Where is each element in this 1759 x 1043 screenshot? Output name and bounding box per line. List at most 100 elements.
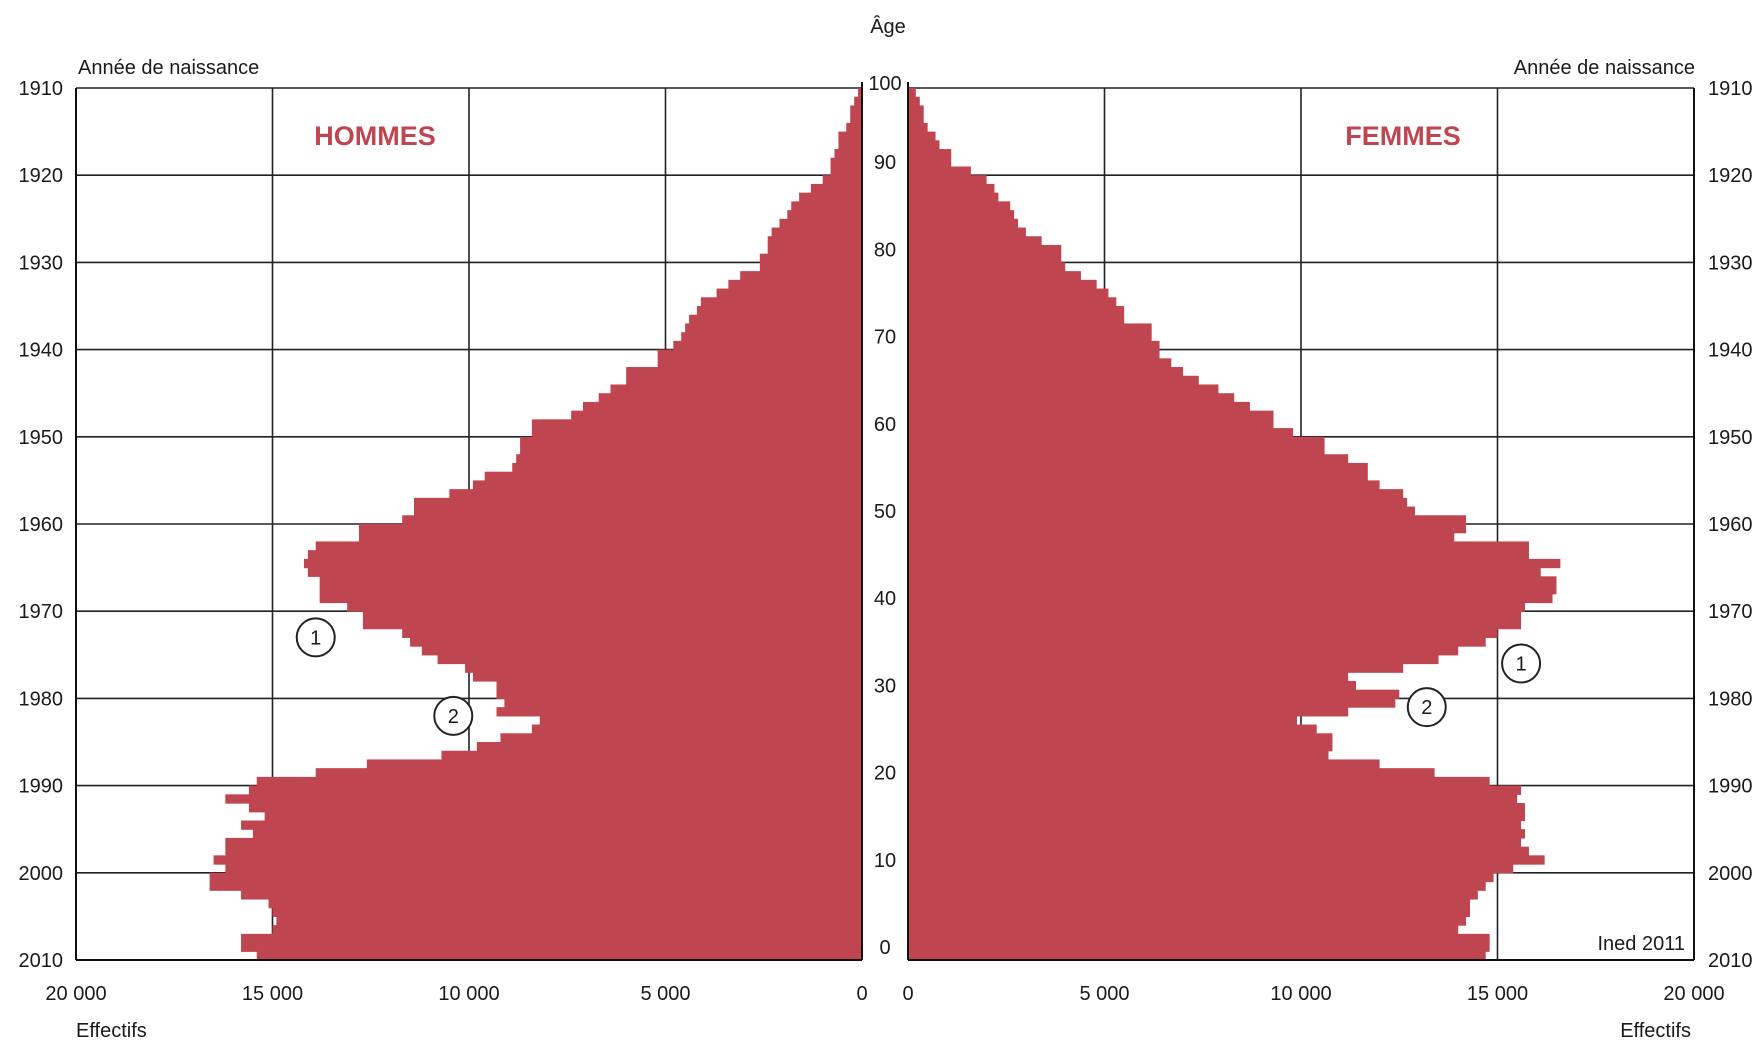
- bar-male: [681, 332, 862, 342]
- bar-female: [908, 489, 1404, 499]
- year-tick-label-left: 1930: [19, 252, 64, 274]
- year-tick-label-left: 1950: [19, 427, 64, 449]
- bar-female: [908, 410, 1274, 420]
- bar-male: [767, 244, 862, 255]
- bar-female: [908, 227, 1026, 237]
- birth-year-title-left: Année de naissance: [78, 57, 259, 79]
- female-count-tick-label: 15 000: [1467, 983, 1528, 1005]
- male-count-tick-label: 15 000: [242, 983, 303, 1005]
- bar-female: [908, 628, 1498, 638]
- bar-male: [850, 105, 862, 115]
- bar-male: [449, 489, 862, 499]
- bar-male: [728, 279, 862, 290]
- bar-female: [908, 890, 1478, 900]
- year-tick-label-right: 1940: [1708, 340, 1753, 362]
- female-count-tick-label: 0: [902, 983, 913, 1005]
- bar-female: [908, 898, 1470, 909]
- bar-male: [834, 149, 862, 159]
- bar-female: [908, 122, 928, 133]
- bar-female: [908, 768, 1435, 778]
- age-tick-label: 70: [874, 327, 896, 349]
- bar-male: [307, 567, 862, 577]
- male-count-tick-label: 0: [856, 983, 867, 1005]
- bar-male: [347, 602, 862, 612]
- male-count-tick-label: 5 000: [640, 983, 690, 1005]
- bar-female: [908, 855, 1545, 865]
- age-tick-label: 30: [874, 675, 896, 697]
- bar-female: [908, 724, 1317, 734]
- bar-female: [908, 689, 1400, 699]
- bar-female: [908, 332, 1152, 342]
- bar-female: [908, 733, 1333, 743]
- bar-male: [846, 122, 862, 133]
- bar-male: [225, 864, 863, 874]
- bar-female: [908, 88, 916, 98]
- bar-female: [908, 663, 1404, 673]
- bar-female: [908, 811, 1526, 822]
- bar-male: [225, 837, 863, 848]
- bar-female: [908, 881, 1486, 891]
- bar-female: [908, 619, 1522, 630]
- bar-female: [908, 375, 1199, 386]
- age-tick-label: 40: [874, 588, 896, 610]
- bar-male: [512, 462, 862, 473]
- bar-female: [908, 401, 1250, 412]
- bar-male: [779, 218, 862, 229]
- bar-male: [626, 375, 862, 386]
- bar-male: [539, 715, 862, 726]
- bar-male: [500, 733, 862, 743]
- bar-male: [319, 576, 862, 586]
- bar-male: [496, 680, 862, 691]
- age-tick-label: 0: [879, 937, 890, 959]
- bar-female: [908, 131, 936, 141]
- bar-female: [908, 515, 1467, 525]
- bar-female: [908, 105, 924, 115]
- bar-male: [830, 166, 862, 176]
- bar-male: [264, 811, 862, 822]
- bar-male: [241, 942, 862, 952]
- bar-female: [908, 803, 1526, 813]
- female-count-tick-label: 20 000: [1663, 983, 1724, 1005]
- year-tick-label-left: 1920: [19, 165, 64, 187]
- bar-male: [598, 393, 862, 403]
- bar-female: [908, 244, 1062, 255]
- bar-female: [908, 262, 1066, 272]
- bar-male: [402, 515, 862, 525]
- bar-female: [908, 933, 1490, 944]
- age-tick-label: 60: [874, 414, 896, 436]
- male-series-label: HOMMES: [314, 121, 436, 151]
- year-tick-label-right: 1930: [1708, 252, 1753, 274]
- bar-female: [908, 672, 1349, 682]
- bar-female: [908, 175, 987, 185]
- bar-female: [908, 349, 1160, 359]
- bar-female: [908, 471, 1368, 481]
- year-tick-label-left: 1910: [19, 78, 64, 100]
- bar-female: [908, 776, 1490, 787]
- bar-male: [248, 785, 863, 795]
- bar-female: [908, 541, 1529, 551]
- bar-female: [908, 872, 1494, 883]
- bar-male: [716, 288, 862, 298]
- bar-male: [657, 349, 862, 359]
- year-tick-label-left: 1980: [19, 688, 64, 710]
- bar-male: [838, 140, 862, 150]
- bar-female: [908, 646, 1459, 656]
- bar-female: [908, 637, 1486, 647]
- bar-male: [315, 768, 863, 778]
- bar-male: [241, 933, 862, 944]
- bar-male: [276, 916, 862, 926]
- bar-male: [272, 925, 862, 935]
- annotation-marker: [295, 617, 336, 658]
- bar-female: [908, 532, 1455, 543]
- bar-female: [908, 393, 1235, 403]
- count-axis-title-right: Effectifs: [1620, 1020, 1691, 1042]
- age-tick-label: 10: [874, 850, 896, 872]
- age-axis-title: Âge: [870, 15, 906, 38]
- bar-male: [268, 898, 862, 909]
- age-tick-label: 90: [874, 152, 896, 174]
- bar-female: [908, 576, 1557, 586]
- bar-male: [225, 794, 863, 804]
- bar-male: [213, 855, 863, 865]
- bar-male: [610, 384, 862, 394]
- bar-female: [908, 192, 999, 202]
